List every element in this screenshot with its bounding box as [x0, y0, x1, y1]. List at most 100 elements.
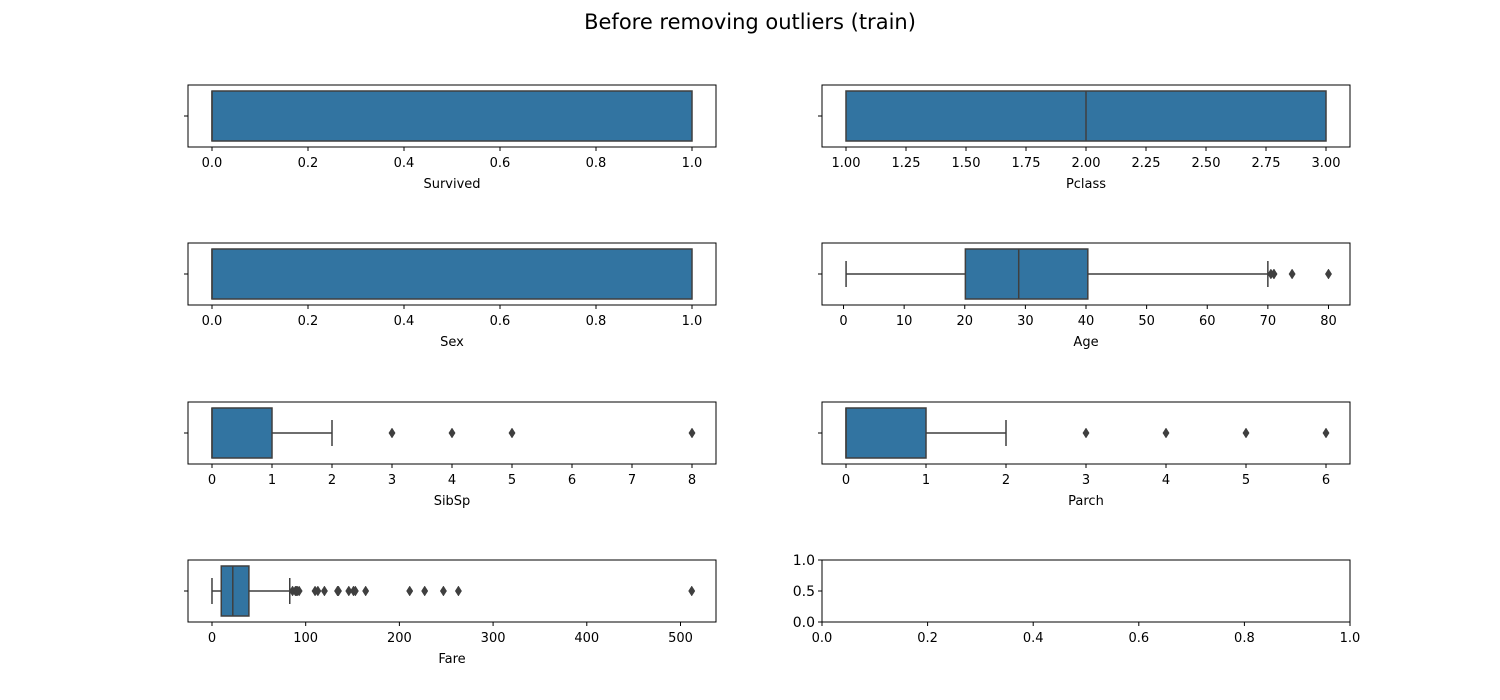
outlier-point: [362, 585, 370, 597]
figure-title: Before removing outliers (train): [584, 10, 916, 34]
x-tick-label: 300: [481, 631, 506, 646]
x-tick-label: 6: [1322, 473, 1330, 488]
x-tick-label: 1.0: [1340, 631, 1361, 646]
x-tick-label: 3: [388, 473, 396, 488]
x-tick-label: 10: [896, 314, 913, 329]
outlier-point: [345, 585, 353, 597]
x-tick-label: 0.4: [394, 314, 415, 329]
x-tick-label: 0: [842, 473, 850, 488]
subplot-sex: 0.0 0.2 0.4 0.6 0.8 1.0 Sex: [184, 242, 717, 350]
x-tick-label: 0.8: [1234, 631, 1255, 646]
subplot-sibsp: 0 1 2 3 4 5 6 7 8 SibSp: [184, 401, 717, 509]
axes-frame: [821, 559, 1351, 623]
x-tick-label: 0.2: [298, 314, 319, 329]
axes-frame: [187, 242, 717, 306]
x-tick-label: 0.2: [298, 156, 319, 171]
outlier-point: [1162, 427, 1170, 439]
outlier-point: [448, 427, 456, 439]
x-tick-label: 40: [1078, 314, 1095, 329]
subplot-pclass: 1.00 1.25 1.50 1.75 2.00 2.25 2.50 2.75 3.00 Pcla…: [818, 84, 1351, 192]
x-tick-label: 0.6: [490, 314, 511, 329]
x-tick-label: 50: [1138, 314, 1155, 329]
x-tick-label: 0: [208, 631, 216, 646]
x-tick-label: 2: [1002, 473, 1010, 488]
x-tick-label: 200: [387, 631, 412, 646]
x-tick-label: 1.0: [682, 314, 703, 329]
x-tick-label: 1.75: [1012, 156, 1041, 171]
outlier-point: [688, 427, 696, 439]
x-tick-label: 0.8: [586, 156, 607, 171]
x-tick-label: 20: [956, 314, 973, 329]
x-tick-label: 0.0: [202, 156, 223, 171]
x-tick-label: 3: [1082, 473, 1090, 488]
x-tick-label: 0.8: [586, 314, 607, 329]
subplot-parch: 0 1 2 3 4 5 6 Parch: [818, 401, 1351, 509]
x-tick-label: 4: [1162, 473, 1170, 488]
x-tick-label: 0.6: [490, 156, 511, 171]
box-iqr: [964, 248, 1089, 300]
outlier-point: [295, 585, 303, 597]
x-tick-label: 0.4: [1023, 631, 1044, 646]
x-tick-label: 1.0: [682, 156, 703, 171]
outlier-point: [508, 427, 516, 439]
outlier-point: [1270, 268, 1278, 280]
x-tick-label: 8: [688, 473, 696, 488]
outlier-point: [439, 585, 447, 597]
x-tick-label: 5: [508, 473, 516, 488]
x-tick-label: 0.2: [917, 631, 938, 646]
box-iqr: [211, 90, 693, 142]
x-axis-label: Sex: [440, 335, 464, 350]
outlier-point: [1082, 427, 1090, 439]
x-axis-label: Age: [1073, 335, 1098, 350]
outlier-point: [421, 585, 429, 597]
outlier-point: [351, 585, 359, 597]
outlier-point: [1242, 427, 1250, 439]
x-tick-label: 0.0: [812, 631, 833, 646]
outlier-point: [388, 427, 396, 439]
x-tick-label: 6: [568, 473, 576, 488]
x-tick-label: 1.50: [952, 156, 981, 171]
y-tick-label: 0.0: [793, 615, 815, 631]
x-tick-label: 2.50: [1192, 156, 1221, 171]
subplot-empty: 0.0 0.5 1.0 0.0 0.2 0.4 0.6 0.8 1.0: [793, 553, 1361, 646]
x-tick-label: 70: [1260, 314, 1277, 329]
outlier-point: [320, 585, 328, 597]
box-iqr: [220, 565, 250, 617]
x-axis-label: Parch: [1068, 494, 1104, 509]
outlier-point: [454, 585, 462, 597]
outlier-point: [334, 585, 342, 597]
box-iqr: [845, 407, 927, 459]
x-tick-label: 4: [448, 473, 456, 488]
x-tick-label: 1: [268, 473, 276, 488]
x-tick-label: 2.75: [1252, 156, 1281, 171]
x-tick-label: 100: [293, 631, 318, 646]
x-tick-label: 2.00: [1072, 156, 1101, 171]
y-tick-label: 0.5: [793, 584, 815, 600]
subplot-survived: 0.0 0.2 0.4 0.6 0.8 1.0 Survived: [184, 84, 717, 192]
x-tick-label: 400: [574, 631, 599, 646]
x-axis-label: SibSp: [434, 494, 471, 509]
x-axis-label: Pclass: [1066, 177, 1106, 192]
x-tick-label: 1.25: [892, 156, 921, 171]
box-iqr: [211, 407, 273, 459]
x-tick-label: 2.25: [1132, 156, 1161, 171]
x-tick-label: 1.00: [832, 156, 861, 171]
outlier-point: [688, 585, 696, 597]
x-tick-label: 500: [668, 631, 693, 646]
x-tick-label: 80: [1320, 314, 1337, 329]
x-axis-label: Survived: [423, 177, 480, 192]
outlier-point: [314, 585, 322, 597]
axes-frame: [187, 559, 717, 623]
outlier-point: [1324, 268, 1332, 280]
x-tick-label: 2: [328, 473, 336, 488]
x-tick-label: 3.00: [1312, 156, 1341, 171]
subplot-age: 0 10 20 30 40 50 60 70 80 Age: [818, 242, 1351, 350]
x-tick-label: 0: [208, 473, 216, 488]
x-tick-label: 30: [1017, 314, 1034, 329]
x-axis-label: Fare: [438, 652, 465, 667]
outlier-point: [406, 585, 414, 597]
x-tick-label: 0: [839, 314, 847, 329]
x-tick-label: 60: [1199, 314, 1216, 329]
outlier-point: [1322, 427, 1330, 439]
